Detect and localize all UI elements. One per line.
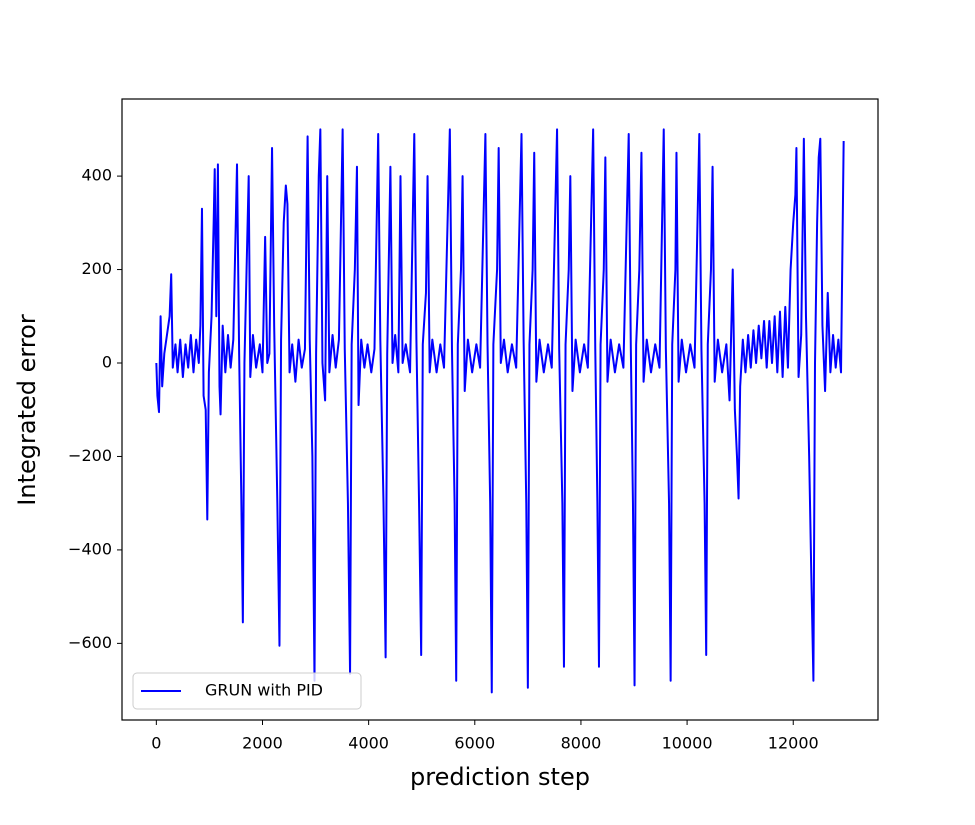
y-tick-label: −200 (68, 446, 112, 465)
x-tick-label: 8000 (561, 734, 602, 753)
x-tick-label: 10000 (662, 734, 713, 753)
y-tick-label: 400 (81, 166, 112, 185)
x-tick-label: 12000 (768, 734, 819, 753)
x-tick-label: 4000 (348, 734, 389, 753)
y-tick-label: 0 (102, 353, 112, 372)
x-tick-label: 0 (151, 734, 161, 753)
x-axis-label: prediction step (410, 763, 590, 791)
plot-frame (121, 98, 879, 721)
x-tick-label: 2000 (242, 734, 283, 753)
legend-box (132, 672, 362, 710)
x-tick-label: 6000 (454, 734, 495, 753)
y-tick-label: −400 (68, 539, 112, 558)
data-line (155, 128, 845, 694)
legend-label: GRUN with PID (205, 681, 323, 700)
y-axis-label: Integrated error (13, 314, 41, 506)
y-tick-label: 200 (81, 259, 112, 278)
y-tick-label: −600 (68, 633, 112, 652)
